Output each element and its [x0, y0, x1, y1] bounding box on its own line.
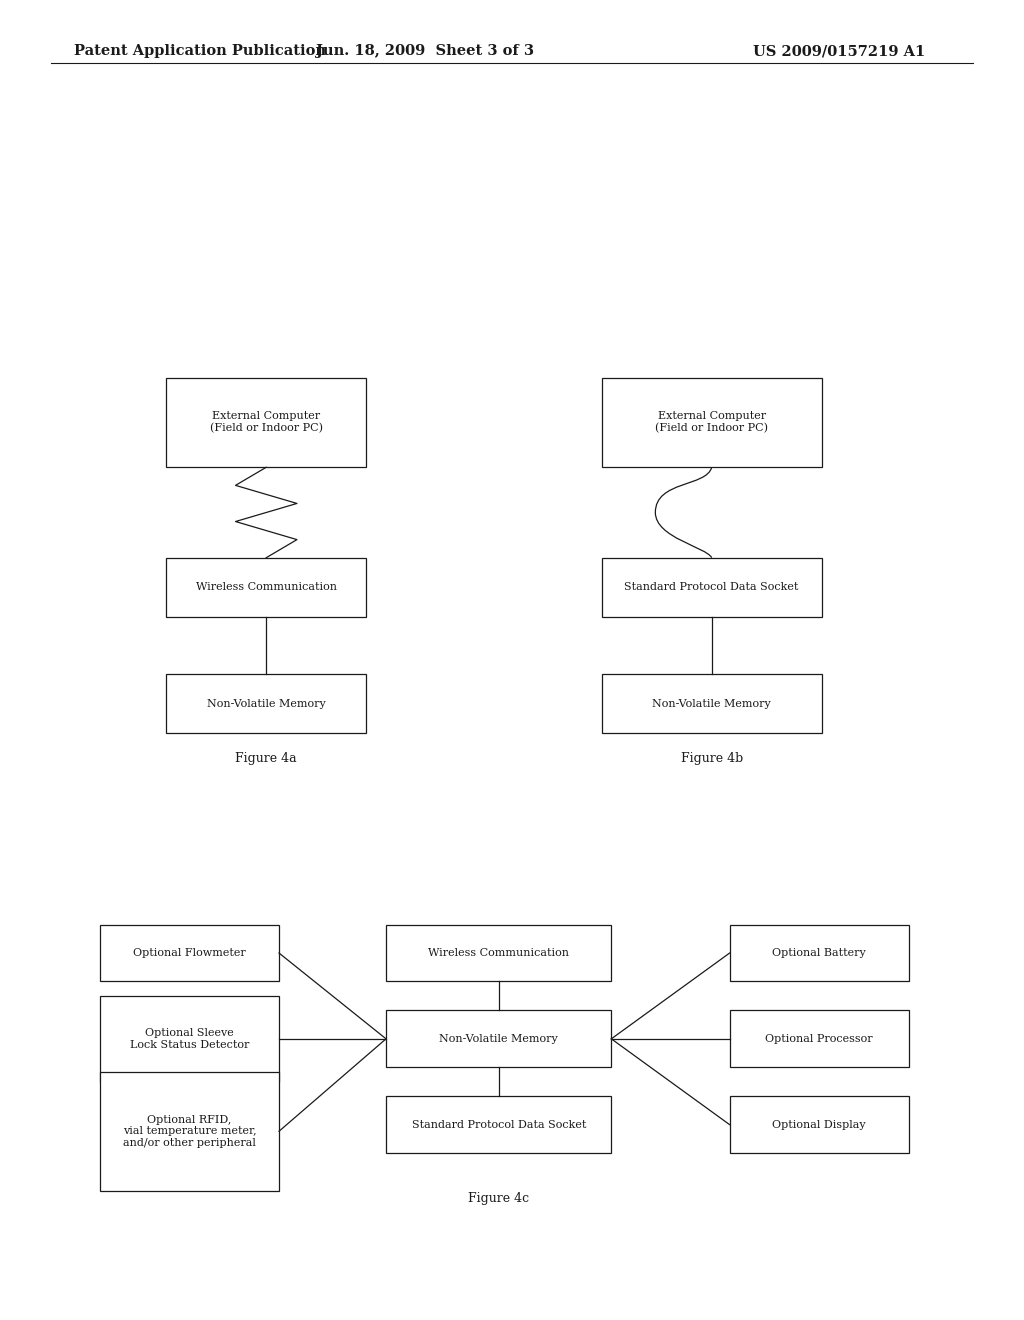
Bar	[100, 924, 279, 982]
Bar	[166, 673, 367, 734]
Text: Optional Sleeve
Lock Status Detector: Optional Sleeve Lock Status Detector	[130, 1028, 249, 1049]
Text: Optional Processor: Optional Processor	[765, 1034, 873, 1044]
Text: Optional RFID,
vial temperature meter,
and/or other peripheral: Optional RFID, vial temperature meter, a…	[123, 1114, 256, 1148]
Text: US 2009/0157219 A1: US 2009/0157219 A1	[753, 45, 925, 58]
Bar	[601, 378, 821, 467]
Text: Optional Battery: Optional Battery	[772, 948, 866, 958]
Bar	[386, 1096, 611, 1154]
Bar	[166, 557, 367, 616]
Text: Standard Protocol Data Socket: Standard Protocol Data Socket	[412, 1119, 586, 1130]
Text: Optional Display: Optional Display	[772, 1119, 866, 1130]
Text: Standard Protocol Data Socket: Standard Protocol Data Socket	[625, 582, 799, 593]
Bar	[100, 995, 279, 1082]
Bar	[166, 378, 367, 467]
Text: External Computer
(Field or Indoor PC): External Computer (Field or Indoor PC)	[655, 412, 768, 433]
Bar	[601, 557, 821, 616]
Bar	[386, 924, 611, 982]
Bar	[729, 1096, 909, 1154]
Bar	[601, 673, 821, 734]
Text: Jun. 18, 2009  Sheet 3 of 3: Jun. 18, 2009 Sheet 3 of 3	[316, 45, 534, 58]
Text: Figure 4c: Figure 4c	[468, 1192, 529, 1205]
Bar	[386, 1011, 611, 1067]
Text: Non-Volatile Memory: Non-Volatile Memory	[652, 698, 771, 709]
Bar	[729, 1011, 909, 1067]
Text: Wireless Communication: Wireless Communication	[196, 582, 337, 593]
Text: External Computer
(Field or Indoor PC): External Computer (Field or Indoor PC)	[210, 412, 323, 433]
Text: Figure 4b: Figure 4b	[681, 752, 742, 766]
Text: Optional Flowmeter: Optional Flowmeter	[133, 948, 246, 958]
Bar	[100, 1072, 279, 1191]
Bar	[729, 924, 909, 982]
Text: Figure 4a: Figure 4a	[236, 752, 297, 766]
Text: Non-Volatile Memory: Non-Volatile Memory	[207, 698, 326, 709]
Text: Wireless Communication: Wireless Communication	[428, 948, 569, 958]
Text: Non-Volatile Memory: Non-Volatile Memory	[439, 1034, 558, 1044]
Text: Patent Application Publication: Patent Application Publication	[74, 45, 326, 58]
